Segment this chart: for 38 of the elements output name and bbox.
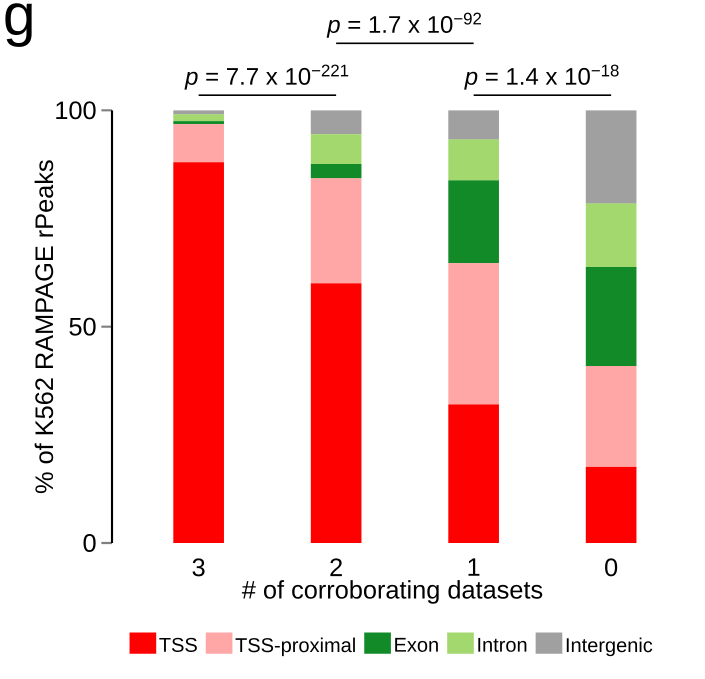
y-tick-label: 100: [56, 101, 96, 120]
x-axis-title: # of corroborating datasets: [242, 580, 542, 604]
bar: [310, 283, 362, 543]
text: p = 1.7 x 10$^{−92}$: [326, 12, 481, 38]
y-axis-title: % of K562 RAMPAGE rPeaks: [34, 160, 54, 494]
bar: [173, 121, 224, 124]
bar: [173, 114, 224, 122]
bar: [310, 134, 362, 164]
bar: [586, 366, 636, 467]
x-tick-label: 1: [468, 558, 480, 576]
bar: [586, 466, 636, 543]
bar: [173, 110, 224, 114]
x-tick-label: 3: [192, 558, 205, 576]
bar: [448, 110, 499, 140]
legend-label: TSS: [159, 638, 197, 652]
bar: [586, 203, 636, 267]
bar: [310, 164, 362, 178]
legend-label: Exon: [395, 638, 438, 652]
x-tick-label: 0: [605, 558, 618, 576]
legend-label: TSS-proximal: [236, 638, 355, 656]
bar: [310, 178, 362, 284]
bar: [448, 263, 499, 405]
bar: [310, 110, 362, 134]
bar: [448, 404, 499, 543]
text: p = 7.7 x 10$^{−221}$: [184, 64, 348, 90]
legend-label: Intron: [478, 638, 526, 652]
bar: [448, 180, 499, 264]
x-tick-label: 2: [330, 558, 342, 576]
bar: [173, 162, 224, 543]
bar: [586, 110, 636, 204]
y-tick-label: 0: [84, 534, 96, 552]
chart-title: g: [5, 3, 32, 47]
bar: [448, 139, 499, 180]
legend-label: Intergenic: [566, 638, 652, 656]
y-tick-label: 50: [69, 318, 96, 336]
bar: [586, 266, 636, 366]
bar: [173, 124, 224, 162]
text: p = 1.4 x 10$^{−18}$: [464, 64, 619, 90]
